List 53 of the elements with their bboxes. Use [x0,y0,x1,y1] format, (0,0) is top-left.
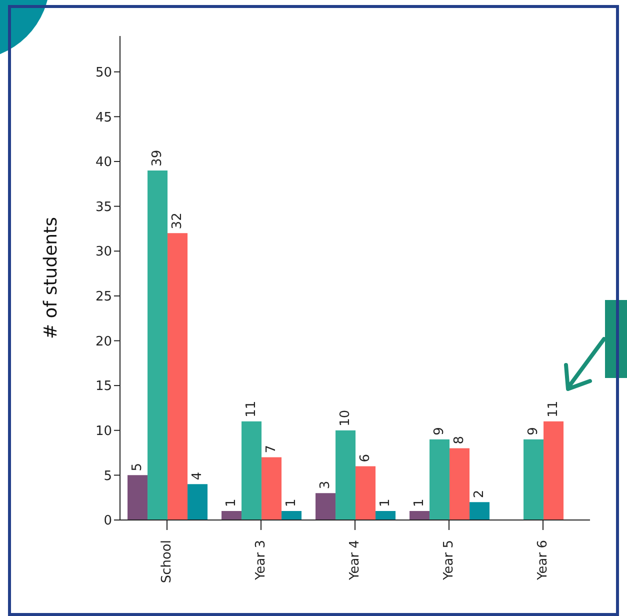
y-tick-label: 35 [95,200,112,215]
data-label: 6 [358,454,374,462]
data-label: 11 [546,400,562,418]
y-tick-label: 25 [95,290,112,305]
data-label: 39 [150,150,166,166]
bar [430,439,450,520]
y-tick-label: 40 [95,155,112,170]
y-tick-label: 10 [95,424,112,439]
bar [376,511,396,520]
data-label: 4 [190,472,206,480]
data-label: 10 [338,410,354,426]
bar [262,457,282,520]
bar [148,170,168,520]
data-label: 8 [452,436,468,444]
bar [242,421,262,520]
data-label: 32 [170,212,186,230]
data-label: 1 [284,498,300,508]
y-tick-label: 45 [95,110,112,126]
bar [336,430,356,520]
data-label: 9 [432,427,448,436]
data-label: 2 [472,490,488,498]
data-label: 11 [244,400,260,418]
data-label: 7 [264,444,280,454]
bar [188,484,208,520]
bar [282,511,302,520]
bar [168,233,188,520]
bar [222,511,242,520]
y-tick-label: 0 [104,514,112,529]
data-label: 1 [412,498,428,508]
bar [316,493,336,520]
bar [470,502,490,520]
y-tick-label: 20 [95,334,112,350]
data-label: 9 [526,427,542,436]
y-tick-label: 15 [95,379,112,394]
bar [450,448,470,520]
bar [128,475,148,520]
y-tick-label: 30 [95,244,112,260]
x-tick-label: School [160,540,174,584]
x-tick-label: Year 3 [254,540,268,581]
y-axis-title: # of students [40,216,62,340]
data-label: 5 [130,462,146,472]
bar [544,421,564,520]
data-label: 3 [318,480,334,490]
bar [524,439,544,520]
data-label: 1 [378,498,394,508]
x-tick-label: Year 6 [536,540,550,581]
x-tick-label: Year 5 [442,540,456,581]
y-tick-label: 50 [95,65,112,80]
x-tick-label: Year 4 [348,540,362,581]
y-tick-label: 5 [104,468,112,484]
bar [410,511,430,520]
bar [356,466,376,520]
data-label: 1 [224,498,240,508]
